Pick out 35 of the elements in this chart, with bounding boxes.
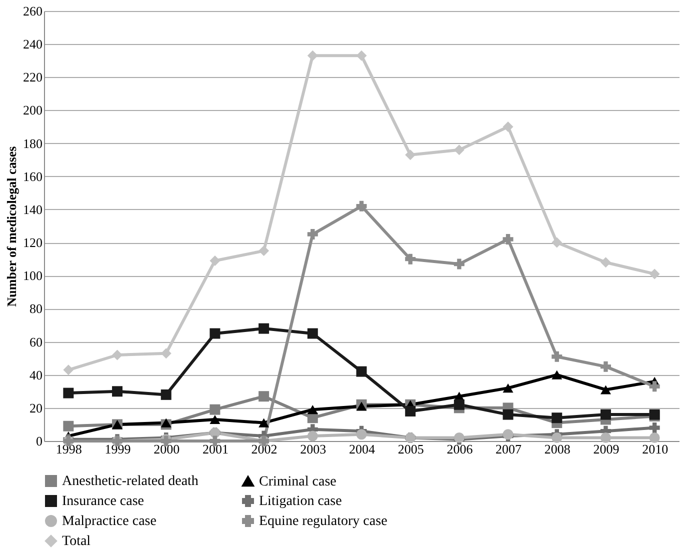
legend-label: Total: [62, 534, 91, 549]
legend-label: Litigation case: [259, 494, 342, 509]
x-tick-label: 1998: [56, 442, 82, 456]
x-tick-label: 2010: [642, 442, 668, 456]
y-tick-label: 220: [23, 70, 42, 85]
x-tick-label: 2009: [593, 442, 620, 456]
x-tick-label: 2000: [154, 442, 180, 456]
legend-label: Malpractice case: [62, 514, 156, 529]
x-tick-label: 2008: [544, 442, 570, 456]
y-tick-label: 40: [30, 367, 42, 382]
y-tick-label: 200: [23, 102, 42, 118]
y-axis-title: Number of medicolegal cases: [4, 146, 19, 307]
y-tick-label: 180: [23, 136, 42, 151]
legend-label: Insurance case: [62, 494, 144, 509]
y-tick-label: 80: [30, 301, 42, 316]
x-tick-label: 2006: [446, 442, 474, 456]
legend-label: Equine regulatory case: [259, 514, 388, 529]
x-tick-label: 2001: [202, 442, 228, 456]
y-tick-label: 60: [30, 334, 42, 350]
x-tick-label: 2007: [496, 442, 522, 456]
y-tick-label: 100: [23, 268, 42, 284]
y-tick-label: 240: [23, 36, 42, 52]
y-tick-label: 20: [30, 400, 42, 416]
y-tick-label: 160: [23, 168, 42, 184]
x-tick-label: 2002: [251, 442, 278, 456]
x-tick-label: 2005: [398, 442, 424, 456]
y-tick-label: 120: [23, 235, 42, 250]
legend-label: Criminal case: [259, 474, 336, 490]
y-tick-label: 140: [23, 202, 42, 217]
y-tick-label: 260: [23, 4, 42, 18]
x-tick-label: 2004: [349, 442, 376, 456]
legend-label: Anesthetic-related death: [62, 474, 198, 489]
y-tick-label: 0: [36, 434, 42, 448]
x-tick-label: 2003: [300, 442, 326, 456]
x-tick-label: 1999: [104, 442, 131, 456]
